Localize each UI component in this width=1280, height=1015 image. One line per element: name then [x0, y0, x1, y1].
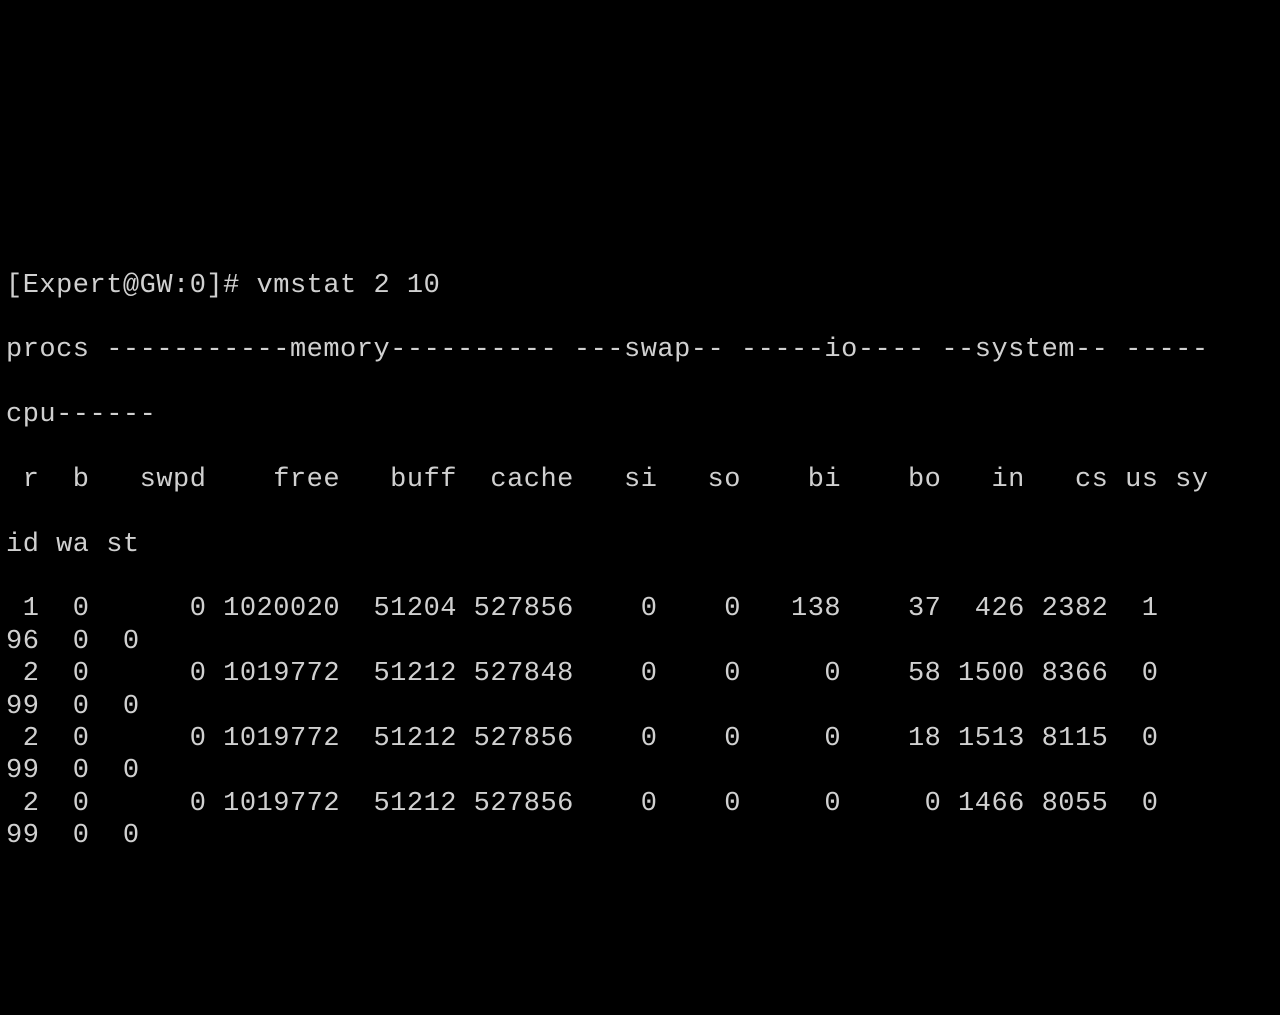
vmstat-row-wrap: 96 0 0: [6, 626, 1280, 658]
vmstat-row-wrap: 99 0 0: [6, 691, 1280, 723]
vmstat-row: 2 0 0 1019772 51212 527856 0 0 0 0 1466 …: [6, 788, 1280, 820]
prompt-line: [Expert@GW:0]# vmstat 2 10: [6, 270, 1280, 302]
vmstat-group-header-wrap: cpu------: [6, 399, 1280, 431]
vmstat-row: 1 0 0 1020020 51204 527856 0 0 138 37 42…: [6, 593, 1280, 625]
vmstat-row: 2 0 0 1019772 51212 527848 0 0 0 58 1500…: [6, 658, 1280, 690]
vmstat-data-rows: 1 0 0 1020020 51204 527856 0 0 138 37 42…: [6, 593, 1280, 852]
vmstat-group-header: procs -----------memory---------- ---swa…: [6, 334, 1280, 366]
vmstat-row: 2 0 0 1019772 51212 527856 0 0 0 18 1513…: [6, 723, 1280, 755]
vmstat-column-header-wrap: id wa st: [6, 529, 1280, 561]
command-text: vmstat 2 10: [257, 271, 441, 301]
vmstat-row-wrap: 99 0 0: [6, 820, 1280, 852]
shell-prompt: [Expert@GW:0]#: [6, 271, 240, 301]
vmstat-column-header: r b swpd free buff cache si so bi bo in …: [6, 464, 1280, 496]
vmstat-row-wrap: 99 0 0: [6, 755, 1280, 787]
